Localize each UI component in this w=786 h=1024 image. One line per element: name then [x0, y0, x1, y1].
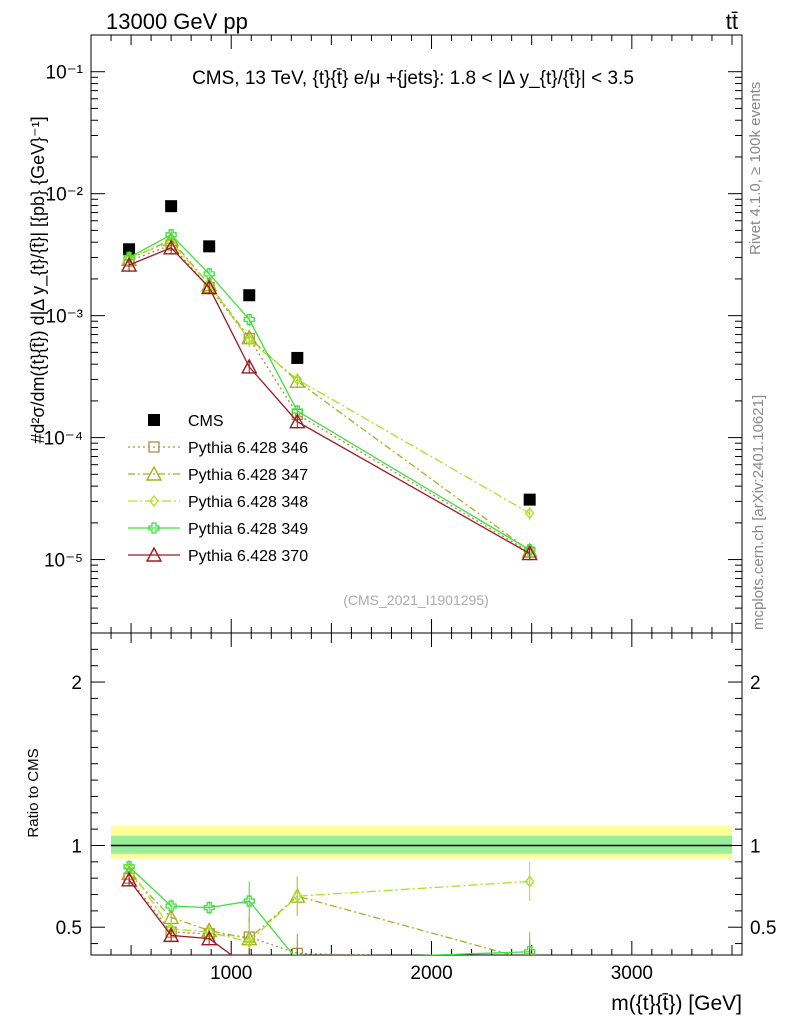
series-2-line [128, 238, 531, 552]
y-tick-label: 10⁻⁴ [44, 429, 83, 450]
legend-label: Pythia 6.428 349 [188, 521, 308, 538]
y-tick-label: 10⁻³ [46, 307, 84, 328]
ratio-tick-label-right: 0.5 [750, 918, 776, 939]
ratio-series-3-point [203, 901, 215, 914]
series-3-point [244, 334, 255, 347]
ratio-series-2-line [128, 867, 530, 943]
ratio-series-4-point [162, 926, 180, 943]
series-0-point [203, 240, 216, 253]
legend: CMS Pythia 6.428 346 Pythia 6.428 347 Pythi… [128, 413, 308, 565]
ratio-series-4-point [201, 930, 218, 946]
series-4-point [524, 544, 536, 556]
main-x-ticks [110, 35, 733, 633]
ratio-series-4-point [290, 961, 304, 974]
legend-label: Pythia 6.428 370 [188, 548, 308, 565]
series-5-point [162, 239, 180, 255]
x-tick-label: 3000 [611, 963, 653, 984]
series-5-point [521, 545, 538, 561]
legend-marker [148, 414, 160, 426]
series-0-point [243, 289, 256, 302]
ratio-tick-label: 2 [71, 673, 82, 694]
series-4-point [203, 268, 215, 280]
ratio-y-label: Ratio to CMS [25, 748, 42, 837]
legend-marker [149, 494, 159, 508]
ratio-series-4-line [128, 879, 233, 955]
legend-marker [148, 522, 160, 534]
x-tick-label: 2000 [410, 963, 452, 984]
series-0-point [523, 493, 536, 506]
ratio-series-0-point [524, 954, 536, 955]
series-0-point [123, 243, 136, 256]
y-tick-label: 10⁻¹ [46, 63, 84, 84]
ratio-tick-label-right: 2 [750, 673, 761, 694]
series-1-line [128, 244, 531, 553]
ratio-plot-frame [90, 632, 743, 956]
ratio-series-clipped [120, 860, 537, 974]
chart-title: CMS, 13 TeV, {t}{t̄} e/μ +{jets}: 1.8 < … [192, 68, 634, 89]
series-0-point [291, 351, 304, 364]
series-3-point [524, 507, 535, 520]
legend-marker [145, 465, 163, 481]
ratio-series-0-line [128, 877, 379, 955]
series-4-line [128, 234, 531, 551]
series-5-point [289, 413, 306, 429]
legend-marker [145, 546, 163, 562]
main-plot-frame [90, 34, 743, 634]
y-axis-label: #d²σ/dm({t}{t̄}) d|Δ y_{t}/{t̄}| [{pb} {… [28, 116, 49, 443]
rivet-label: Rivet 4.1.0, ≥ 100k events [747, 82, 764, 255]
series-4-point [243, 313, 255, 326]
process-label: tt̄ [726, 9, 738, 34]
ratio-series-2-point [292, 890, 303, 903]
series-3-point [292, 373, 303, 386]
series-5-point [201, 279, 218, 295]
ratio-series-2-point [524, 875, 535, 888]
ratio-tick-label-right: 1 [750, 836, 761, 857]
ratio-uncertainty-band [111, 825, 732, 859]
energy-label: 13000 GeV pp [106, 9, 248, 34]
ratio-series-3-point [524, 946, 536, 955]
ratio-series-3-point [243, 895, 255, 907]
ratio-y-ticks: 0.5 0.5 1 1 2 2 [56, 648, 776, 945]
main-series-layer [120, 200, 538, 561]
ratio-series-layer [120, 860, 537, 974]
legend-label: Pythia 6.428 348 [188, 494, 308, 511]
mcplots-label: mcplots.cern.ch [arXiv:2401.10621] [750, 395, 767, 630]
ratio-x-ticks: 1000 2000 3000 [110, 633, 733, 984]
ratio-series-1-line [128, 872, 515, 955]
x-axis-label: m({t}{t̄}) [GeV] [611, 992, 742, 1015]
series-3-line [128, 241, 530, 514]
x-tick-label: 1000 [210, 963, 252, 984]
legend-label: Pythia 6.428 347 [188, 467, 308, 484]
main-y-ticks: 10⁻¹ 10⁻² 10⁻³ 10⁻⁴ 10⁻⁵ [44, 34, 742, 624]
series-5-line [128, 247, 530, 555]
ratio-series-3-line [128, 866, 530, 955]
ratio-tick-label: 1 [71, 836, 82, 857]
ratio-series-4-point [120, 871, 138, 887]
series-4-point [165, 229, 177, 241]
legend-label: Pythia 6.428 346 [188, 440, 308, 457]
ratio-series-3-point [123, 861, 135, 873]
ratio-series-4-point [523, 961, 537, 974]
y-tick-label: 10⁻⁵ [44, 551, 83, 572]
series-4-point [291, 405, 303, 417]
legend-label: CMS [188, 413, 224, 430]
series-0-point [165, 200, 178, 213]
ratio-series-2-point [244, 935, 255, 948]
ratio-series-3-point [294, 954, 300, 955]
y-tick-label: 10⁻² [46, 185, 84, 206]
series-5-point [120, 256, 138, 272]
band-inner [111, 835, 732, 854]
ratio-tick-label: 0.5 [56, 918, 82, 939]
analysis-watermark: (CMS_2021_I1901295) [343, 592, 489, 608]
ratio-series-3-point [165, 900, 177, 912]
legend-marker [148, 441, 160, 453]
series-5-point [241, 358, 258, 374]
